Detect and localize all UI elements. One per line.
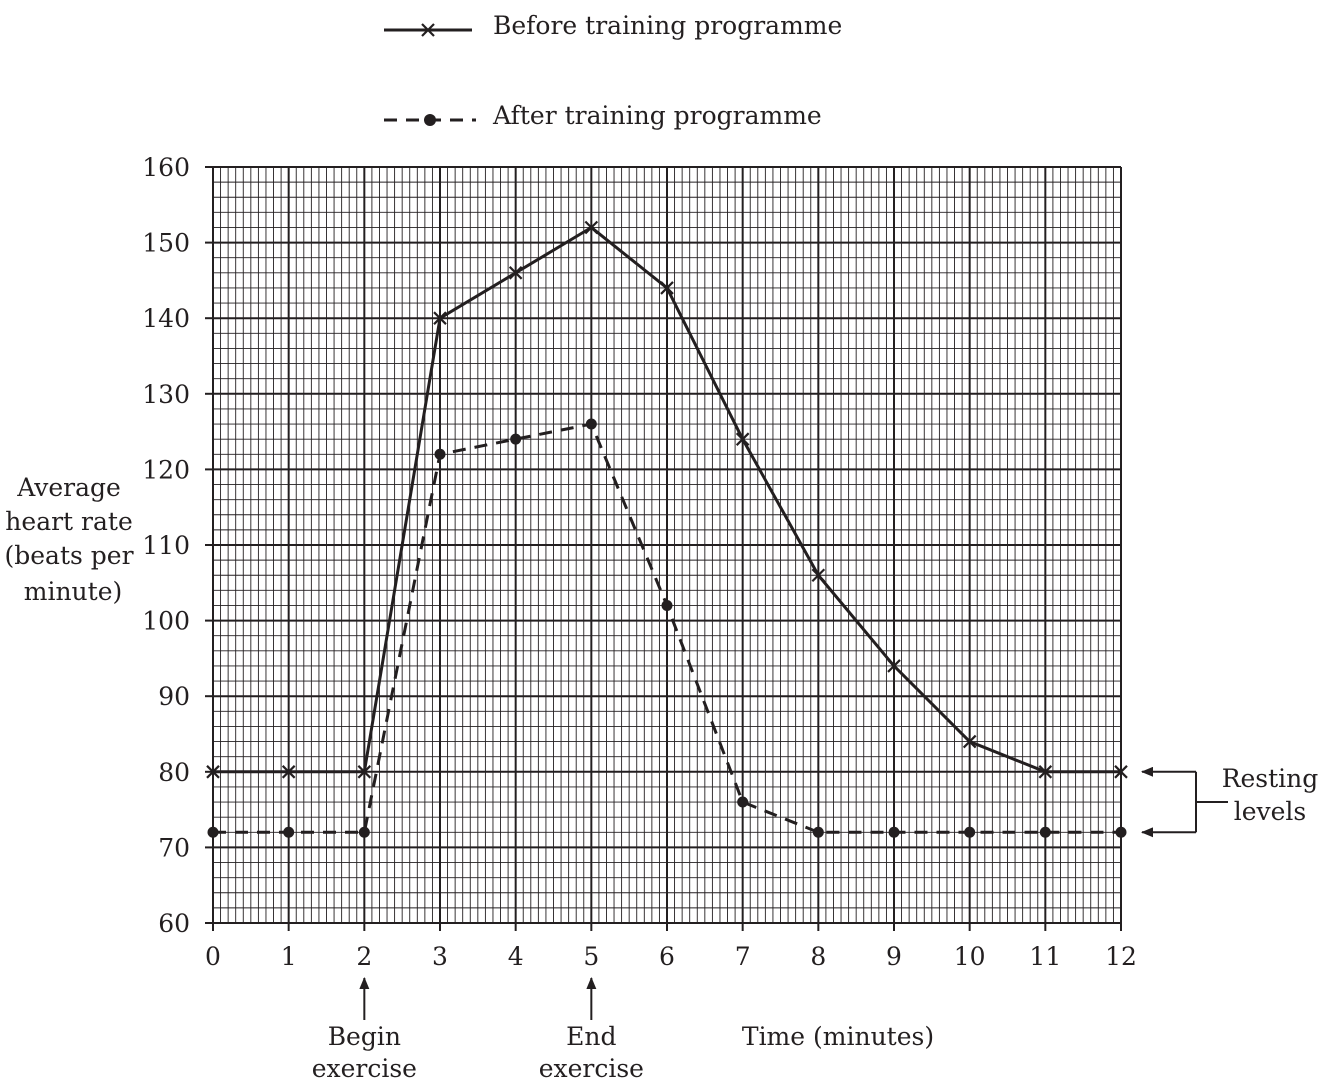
legend-dot-after <box>424 114 436 126</box>
x-tick-label: 8 <box>810 942 826 971</box>
cross-stroke <box>433 311 447 325</box>
data-point-dot <box>510 433 522 445</box>
x-tick-label: 2 <box>356 942 372 971</box>
end-exercise-label: End <box>566 1022 616 1051</box>
cross-stroke <box>887 659 901 673</box>
end-exercise-label: exercise <box>539 1054 644 1083</box>
legend-label-before: Before training programme <box>493 11 842 40</box>
y-tick-label: 100 <box>142 607 190 636</box>
data-point-dot <box>358 826 370 838</box>
begin-exercise-label: Begin <box>328 1022 401 1051</box>
legend: Before training programme After training … <box>384 11 842 130</box>
x-tick-label: 9 <box>886 942 902 971</box>
cross-stroke <box>281 765 296 779</box>
data-point-cross <box>206 765 220 779</box>
y-tick-label: 60 <box>158 909 190 938</box>
resting-levels-label: Resting <box>1222 764 1319 793</box>
x-tick-label: 11 <box>1029 942 1061 971</box>
data-point-dot <box>888 826 900 838</box>
data-point-cross <box>357 765 372 779</box>
data-point-dot <box>1115 826 1127 838</box>
x-tick-label: 12 <box>1105 942 1137 971</box>
y-tick-label: 80 <box>158 758 190 787</box>
data-point-cross <box>508 266 523 280</box>
data-point-dot <box>283 826 295 838</box>
series-layer <box>206 220 1128 838</box>
data-point-cross <box>421 23 435 37</box>
data-point-dot <box>964 826 976 838</box>
x-tick-label: 10 <box>954 942 986 971</box>
y-tick-label: 130 <box>142 380 190 409</box>
data-point-cross <box>584 220 599 235</box>
cross-stroke <box>735 432 750 446</box>
x-tick-label: 7 <box>735 942 751 971</box>
cross-stroke <box>1038 765 1053 779</box>
data-point-cross <box>962 734 977 749</box>
grid <box>205 166 1122 931</box>
y-tick-label: 120 <box>142 455 190 484</box>
y-axis-label-line: (beats per <box>5 541 134 570</box>
resting-levels-label: levels <box>1234 797 1307 826</box>
data-point-dot <box>585 418 597 430</box>
data-point-cross <box>281 765 296 779</box>
y-tick-label: 110 <box>142 531 190 560</box>
data-point-cross <box>735 432 750 446</box>
y-tick-label: 140 <box>142 304 190 333</box>
cross-stroke <box>206 765 220 779</box>
data-point-cross <box>1038 765 1053 779</box>
x-tick-label: 3 <box>432 942 448 971</box>
cross-stroke <box>357 765 372 779</box>
x-tick-label: 1 <box>281 942 297 971</box>
cross-stroke <box>508 266 523 280</box>
data-point-dot <box>661 599 673 611</box>
cross-stroke <box>584 220 599 235</box>
data-point-cross <box>660 281 674 295</box>
data-point-dot <box>207 826 219 838</box>
cross-stroke <box>962 734 977 749</box>
tick-labels: 0 1 2 3 4 5 6 7 8 9 10 11 12607080901001101201301401… <box>142 153 1137 971</box>
annotations: Begin exercise End exercise Resting levels <box>312 764 1319 1083</box>
x-tick-label: 5 <box>583 942 599 971</box>
x-tick-label: 6 <box>659 942 675 971</box>
y-axis-label: Average heart rate (beats per minute) <box>5 473 142 606</box>
y-tick-label: 90 <box>158 682 190 711</box>
cross-stroke <box>1114 765 1128 779</box>
y-axis-label-line: heart rate <box>5 507 132 536</box>
begin-exercise-label: exercise <box>312 1054 417 1083</box>
data-point-cross <box>1114 765 1128 779</box>
cross-stroke <box>811 568 826 583</box>
data-point-dot <box>1039 826 1051 838</box>
y-tick-label: 150 <box>142 229 190 258</box>
y-axis-label-line: Average <box>16 473 121 502</box>
x-tick-label: 0 <box>205 942 221 971</box>
cross-stroke <box>421 23 435 37</box>
data-point-cross <box>887 659 901 673</box>
x-axis-label: Time (minutes) <box>742 1022 934 1051</box>
data-point-cross <box>433 311 447 325</box>
data-point-cross <box>811 568 826 583</box>
data-point-dot <box>812 826 824 838</box>
y-tick-label: 70 <box>158 833 190 862</box>
y-tick-label: 160 <box>142 153 190 182</box>
data-point-dot <box>737 796 749 808</box>
x-tick-label: 4 <box>508 942 524 971</box>
cross-stroke <box>660 281 674 295</box>
y-axis-label-line: minute) <box>24 577 123 606</box>
legend-label-after: After training programme <box>492 101 822 130</box>
data-point-dot <box>434 448 446 460</box>
